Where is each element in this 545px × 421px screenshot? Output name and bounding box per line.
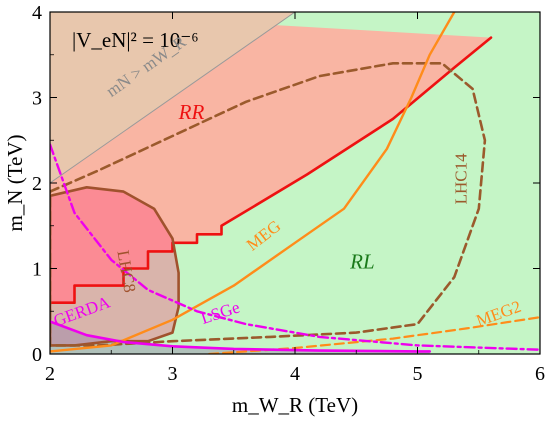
y-tick-label: 4 xyxy=(32,2,42,24)
gerda-excluded-fill xyxy=(50,321,430,354)
y-tick-label: 0 xyxy=(32,344,42,366)
region-label-rr: RR xyxy=(178,100,205,124)
x-axis-title: m_W_R (TeV) xyxy=(232,393,358,417)
y-tick-label: 1 xyxy=(32,259,42,281)
x-tick-label: 6 xyxy=(535,363,545,385)
x-tick-label: 4 xyxy=(290,363,300,385)
x-tick-label: 3 xyxy=(168,363,178,385)
region-label-rl: RL xyxy=(349,250,375,274)
y-axis-title: m_N (TeV) xyxy=(3,134,27,231)
x-tick-label: 5 xyxy=(413,363,423,385)
x-tick-label: 2 xyxy=(45,363,55,385)
series-line-meg xyxy=(50,12,456,353)
series-line-lsge xyxy=(50,143,540,351)
lhc14-label: LHC14 xyxy=(452,153,471,205)
y-tick-label: 3 xyxy=(32,88,42,110)
plot-title: |V_eN|² = 10⁻⁶ xyxy=(72,28,199,52)
series-line-lhc14 xyxy=(50,62,487,347)
lhc8-excluded-fill xyxy=(50,187,179,346)
series-line-gerda xyxy=(50,320,431,353)
y-tick-label: 2 xyxy=(32,173,42,195)
series-line-mn-mw-r xyxy=(50,12,296,184)
